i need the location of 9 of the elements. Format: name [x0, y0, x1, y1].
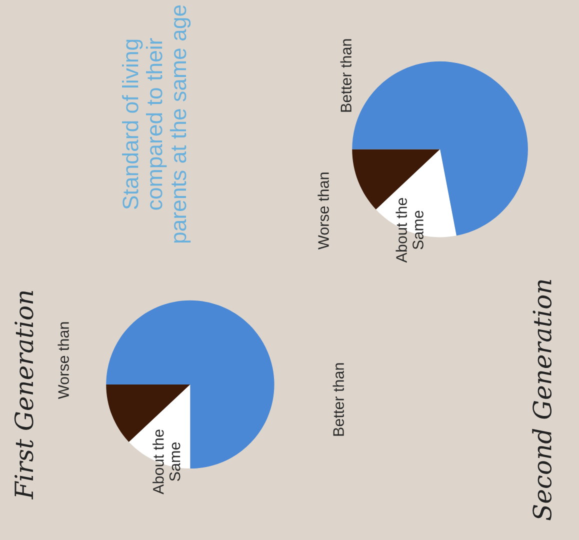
slice-label: Worse than: [318, 172, 329, 250]
text: First Generation: [14, 291, 34, 500]
chart-subtitle: Standard of living compared to their parents at the same age: [122, 5, 191, 243]
slice-label: About the Same: [152, 430, 180, 494]
text: Second Generation: [532, 280, 552, 520]
slice-label: About the Same: [396, 198, 424, 263]
slice-label: Better than: [332, 363, 344, 436]
slice-label: Better than: [340, 39, 352, 112]
slice-label: Worse than: [58, 322, 69, 400]
